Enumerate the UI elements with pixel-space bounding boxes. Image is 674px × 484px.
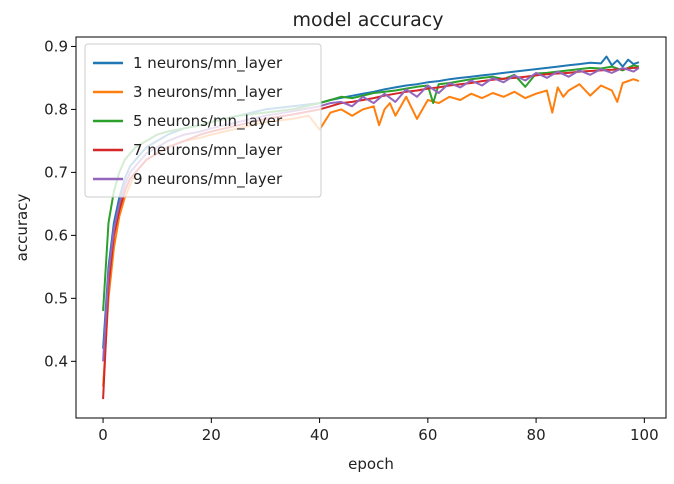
x-tick-label: 100 [630, 426, 659, 444]
legend-label: 7 neurons/mn_layer [133, 141, 283, 160]
x-tick-label: 20 [202, 426, 221, 444]
y-tick-label: 0.6 [44, 226, 68, 244]
y-tick-label: 0.8 [44, 100, 68, 118]
y-axis: 0.4 0.5 0.6 0.7 0.8 0.9 [44, 37, 76, 370]
x-tick-label: 80 [527, 426, 546, 444]
legend-label: 9 neurons/mn_layer [133, 170, 283, 189]
x-axis: 0 20 40 60 80 100 [98, 418, 659, 444]
x-tick-label: 40 [310, 426, 329, 444]
legend-label: 5 neurons/mn_layer [133, 112, 283, 131]
legend-label: 3 neurons/mn_layer [133, 83, 283, 102]
y-tick-label: 0.5 [44, 289, 68, 307]
x-tick-label: 0 [98, 426, 108, 444]
legend: 1 neurons/mn_layer 3 neurons/mn_layer 5 ne… [84, 43, 322, 198]
x-axis-label: epoch [348, 455, 394, 473]
legend-label: 1 neurons/mn_layer [133, 54, 283, 73]
chart-title: model accuracy [293, 9, 444, 31]
y-tick-label: 0.7 [44, 163, 68, 181]
x-tick-label: 60 [418, 426, 437, 444]
legend-box [84, 43, 322, 198]
plot-frame [75, 36, 667, 419]
y-tick-label: 0.4 [44, 352, 68, 370]
y-tick-label: 0.9 [44, 37, 68, 55]
y-axis-label: accuracy [13, 194, 31, 262]
